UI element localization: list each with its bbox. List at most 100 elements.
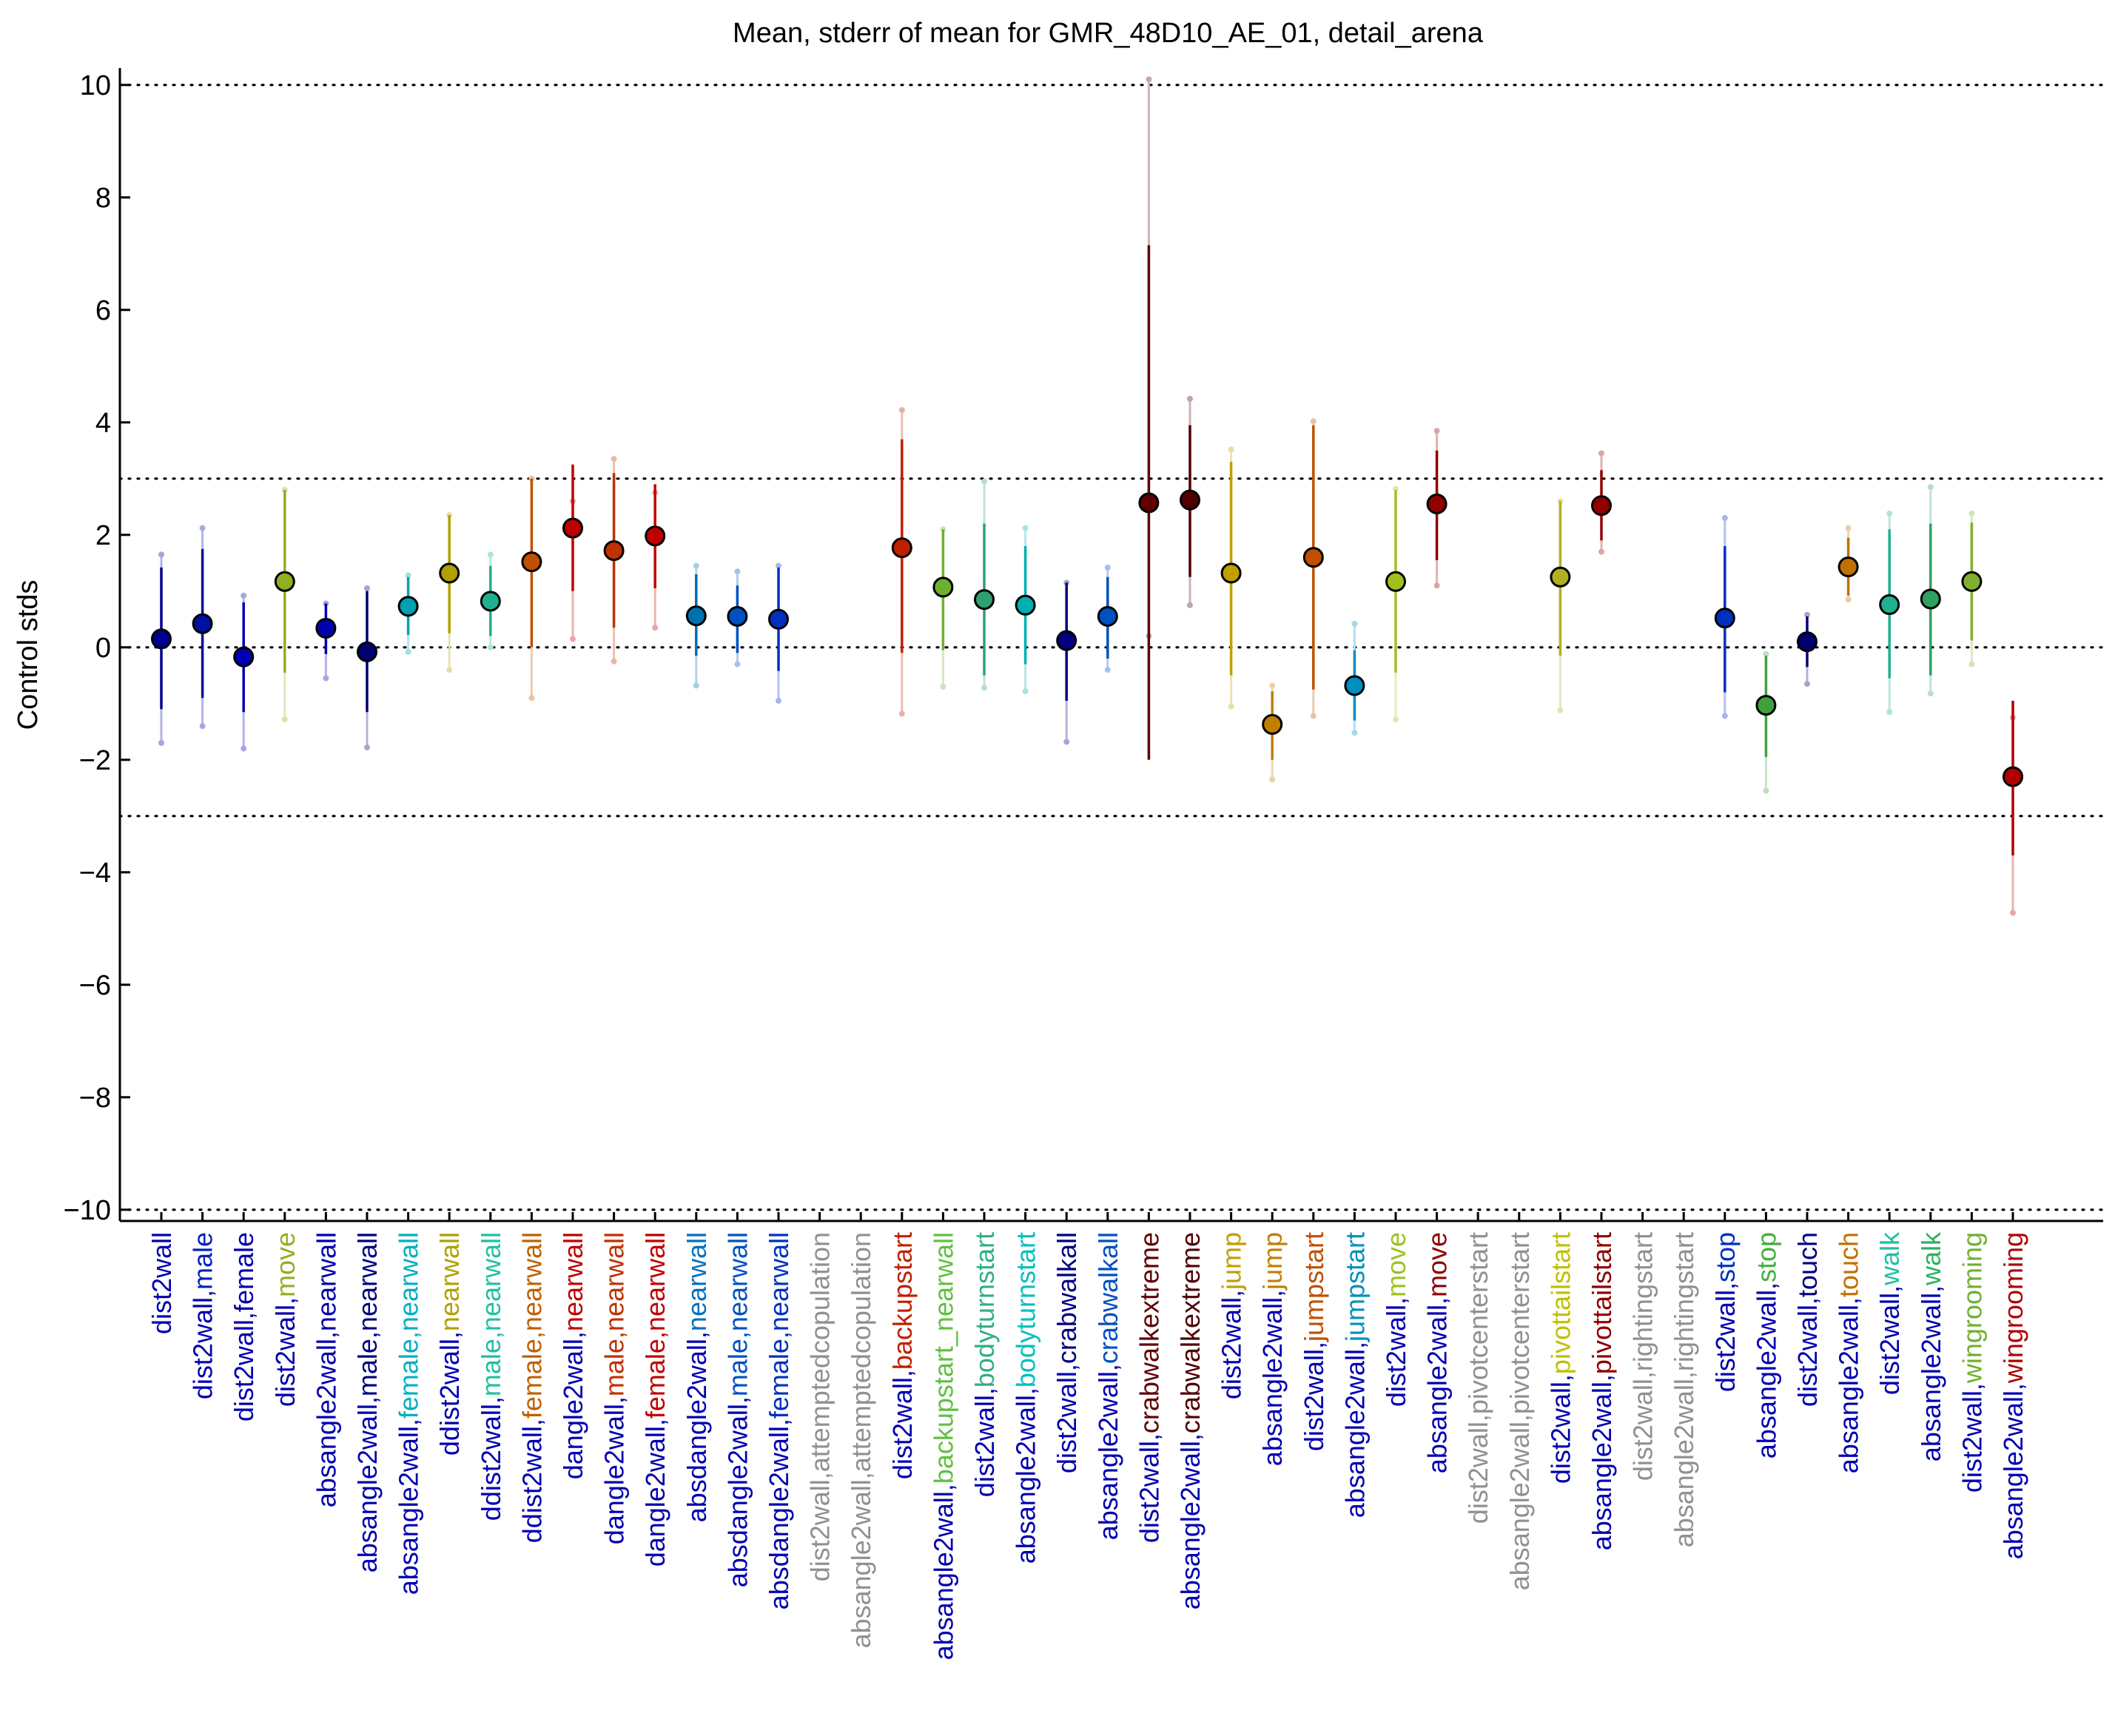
x-tick-label: dangle2wall,nearwall <box>558 1232 588 1479</box>
x-tick-label-suffix: female,nearwall <box>764 1232 794 1419</box>
x-tick-label-suffix: jump <box>1217 1232 1247 1291</box>
mean-point <box>562 517 583 539</box>
mean-point <box>397 596 419 617</box>
x-tick-label-prefix: dist2wall, <box>1299 1342 1329 1451</box>
mean-point <box>1755 695 1777 716</box>
x-tick-label: dist2wall,bodyturnstart <box>969 1232 1000 1497</box>
mean-point <box>1714 608 1735 629</box>
data-point-group <box>1550 498 1571 713</box>
x-tick-label-suffix: crabwalkextreme <box>1134 1232 1164 1433</box>
mean-point <box>192 613 213 634</box>
y-tick-label: 2 <box>95 520 111 551</box>
x-tick-label: absangle2wall,pivottailstart <box>1587 1232 1617 1550</box>
range-dot <box>1433 428 1440 434</box>
x-tick-label-suffix: bodyturnstart <box>1011 1232 1041 1387</box>
x-tick-label-suffix: jumpstart <box>1299 1232 1329 1342</box>
range-dot <box>487 644 494 650</box>
range-dot <box>611 658 617 665</box>
data-point-group <box>1220 446 1242 710</box>
mean-point <box>1961 571 1983 592</box>
x-tick-label: absangle2wall,walk <box>1916 1231 1946 1461</box>
x-tick-label-suffix: move <box>1422 1232 1453 1297</box>
x-tick-label-prefix: dangle2wall, <box>640 1419 670 1567</box>
range-dot <box>199 525 206 531</box>
data-point-group <box>1714 515 1735 719</box>
range-dot <box>1804 611 1810 618</box>
x-tick-label-suffix: pivotcenterstart <box>1463 1232 1493 1414</box>
x-tick-label: ddist2wall,female,nearwall <box>517 1232 547 1543</box>
x-tick-label: absangle2wall,move <box>1422 1232 1453 1473</box>
mean-point <box>1138 492 1160 514</box>
range-dot <box>1927 484 1934 491</box>
x-tick-label-prefix: ddist2wall, <box>517 1419 547 1543</box>
chart-title: Mean, stderr of mean for GMR_48D10_AE_01… <box>733 18 1484 49</box>
x-tick-label-prefix: dist2wall, <box>1710 1282 1741 1392</box>
data-point-group <box>1920 484 1941 697</box>
range-dot <box>611 456 617 462</box>
x-tick-label-prefix: dist2wall, <box>887 1370 918 1479</box>
x-tick-label: absdangle2wall,male,nearwall <box>722 1232 753 1587</box>
x-tick-label: dist2wall,move <box>270 1232 300 1407</box>
mean-point <box>233 646 255 667</box>
range-dot <box>1393 485 1399 492</box>
x-tick-label-part: dist2wall <box>147 1232 177 1334</box>
range-dot <box>1146 76 1152 83</box>
x-tick-label: absangle2wall,pivotcenterstart <box>1504 1232 1535 1590</box>
x-tick-label-suffix: wingrooming <box>1957 1232 1987 1384</box>
x-tick-label-prefix: absangle2wall, <box>352 1396 383 1572</box>
data-point-group <box>439 512 460 673</box>
x-tick-label-prefix: dist2wall, <box>1134 1433 1164 1543</box>
x-tick-label: absangle2wall,jumpstart <box>1339 1232 1370 1518</box>
range-dot <box>241 592 247 599</box>
y-ticks: 10 8 6 4 2 0 −2 −4 −6 −8 −10 <box>64 70 130 1226</box>
range-dot <box>776 562 781 569</box>
x-tick-label-suffix: nearwall <box>434 1232 465 1331</box>
x-tick-label: absangle2wall,male,nearwall <box>352 1232 383 1572</box>
x-tick-label-prefix: absangle2wall, <box>1834 1297 1864 1473</box>
range-dot <box>898 407 905 414</box>
range-dot <box>528 695 535 702</box>
y-tick-label: −8 <box>79 1083 111 1114</box>
y-tick-label: 10 <box>80 70 111 101</box>
range-dot <box>1187 602 1193 608</box>
range-dot <box>364 585 370 591</box>
x-tick-label-suffix: stop <box>1710 1232 1741 1282</box>
x-tick-label-prefix: absangle2wall, <box>1093 1364 1123 1540</box>
range-dot <box>1351 620 1358 627</box>
x-tick-label: dist2wall,walk <box>1874 1231 1905 1395</box>
range-dot <box>776 698 781 704</box>
data-point-group <box>768 562 789 704</box>
data-point-group <box>1344 620 1365 736</box>
x-tick-label: dist2wall,jump <box>1217 1232 1247 1399</box>
range-dot <box>158 551 164 558</box>
x-tick-label-suffix: jumpstart <box>1339 1232 1370 1342</box>
mean-point <box>932 576 954 598</box>
range-dot <box>940 684 946 690</box>
data-point-group <box>1797 611 1818 687</box>
x-tick-label-suffix: nearwall <box>311 1232 341 1331</box>
x-tick-label: absangle2wall,touch <box>1834 1232 1864 1473</box>
x-tick-label: ddist2wall,male,nearwall <box>476 1232 506 1521</box>
range-dot <box>2010 909 2016 916</box>
data-point-group <box>562 464 583 642</box>
mean-point <box>1797 631 1818 653</box>
x-tick-label-suffix: crabwalkextreme <box>1175 1232 1206 1433</box>
range-dot <box>1845 596 1852 603</box>
mean-point <box>1220 562 1242 584</box>
range-dot <box>1351 730 1358 736</box>
range-dot <box>1763 650 1769 657</box>
x-tick-label-prefix: absdangle2wall, <box>722 1396 753 1587</box>
range-dot <box>1228 446 1234 453</box>
x-tick-label: absangle2wall,female,nearwall <box>394 1232 424 1595</box>
x-tick-label-suffix: walk <box>1916 1231 1946 1286</box>
mean-point <box>1591 495 1612 517</box>
x-tick-label-prefix: dist2wall, <box>969 1387 1000 1497</box>
x-tick-label-prefix: absangle2wall, <box>846 1472 876 1648</box>
x-tick-label-suffix: touch <box>1834 1232 1864 1297</box>
range-dot <box>241 745 247 752</box>
range-dot <box>1022 525 1029 531</box>
x-tick-label-suffix: touch <box>1792 1232 1823 1297</box>
x-tick-label: dist2wall,crabwalkall <box>1052 1232 1082 1473</box>
x-tick-label-suffix: crabwalkall <box>1093 1232 1123 1364</box>
